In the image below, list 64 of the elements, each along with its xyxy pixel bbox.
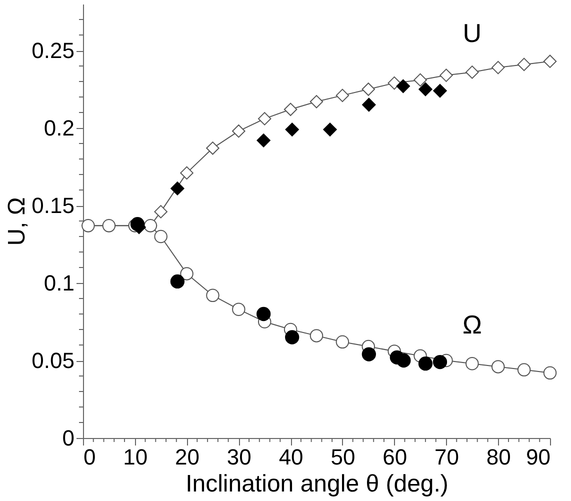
x-tick-label: 80 — [486, 444, 511, 470]
series-label: Ω — [462, 310, 482, 340]
point — [170, 274, 185, 289]
point — [310, 95, 324, 108]
point — [310, 329, 324, 342]
x-tick-label: 30 — [226, 444, 252, 470]
point — [256, 306, 271, 322]
point — [418, 356, 433, 371]
y-axis-title: U, Ω — [4, 197, 31, 246]
x-tick-label: 20 — [175, 444, 200, 470]
x-tick-label: 10 — [123, 444, 148, 470]
point — [285, 122, 300, 137]
point — [82, 219, 95, 232]
point — [322, 122, 338, 137]
point — [258, 112, 272, 126]
point — [418, 82, 433, 96]
x-tick-label: 60 — [382, 444, 408, 470]
point — [232, 124, 246, 138]
y-tick-label: 0.05 — [32, 348, 74, 373]
point — [102, 219, 116, 232]
point — [336, 88, 350, 102]
point — [284, 102, 298, 116]
point — [206, 288, 220, 302]
point — [414, 73, 427, 87]
point — [432, 354, 448, 370]
point — [154, 205, 168, 218]
point — [466, 356, 479, 370]
point — [170, 181, 185, 196]
point — [336, 335, 350, 349]
y-tick-label: 0.1 — [44, 270, 74, 296]
point — [285, 330, 300, 344]
point — [396, 353, 411, 368]
x-axis-title: Inclination angle θ (deg.) — [186, 470, 448, 498]
point — [543, 54, 557, 68]
point — [440, 68, 453, 82]
point — [466, 66, 479, 79]
point — [180, 267, 194, 280]
point — [154, 230, 168, 244]
point — [491, 60, 505, 74]
y-tick-label: 0 — [62, 426, 74, 450]
point — [432, 84, 448, 98]
y-tick-label: 0.25 — [32, 38, 74, 63]
x-tick-label: 0 — [84, 444, 96, 470]
y-tick-label: 0.2 — [44, 116, 74, 140]
point — [491, 360, 505, 374]
point — [362, 98, 376, 112]
point — [517, 363, 531, 376]
point — [232, 302, 246, 316]
point — [362, 347, 376, 362]
x-tick-label: 70 — [434, 444, 459, 470]
x-tick-label: 90 — [526, 444, 550, 470]
point — [517, 58, 531, 72]
point — [543, 366, 557, 380]
x-tick-label: 50 — [330, 444, 356, 470]
point — [256, 133, 271, 148]
point — [362, 82, 376, 96]
y-tick-label: 0.15 — [32, 193, 74, 218]
point — [180, 166, 194, 180]
point — [144, 219, 158, 232]
point — [130, 217, 145, 232]
point — [206, 142, 220, 155]
x-tick-label: 40 — [278, 444, 304, 470]
point — [396, 79, 410, 94]
series-label: U — [462, 18, 482, 48]
